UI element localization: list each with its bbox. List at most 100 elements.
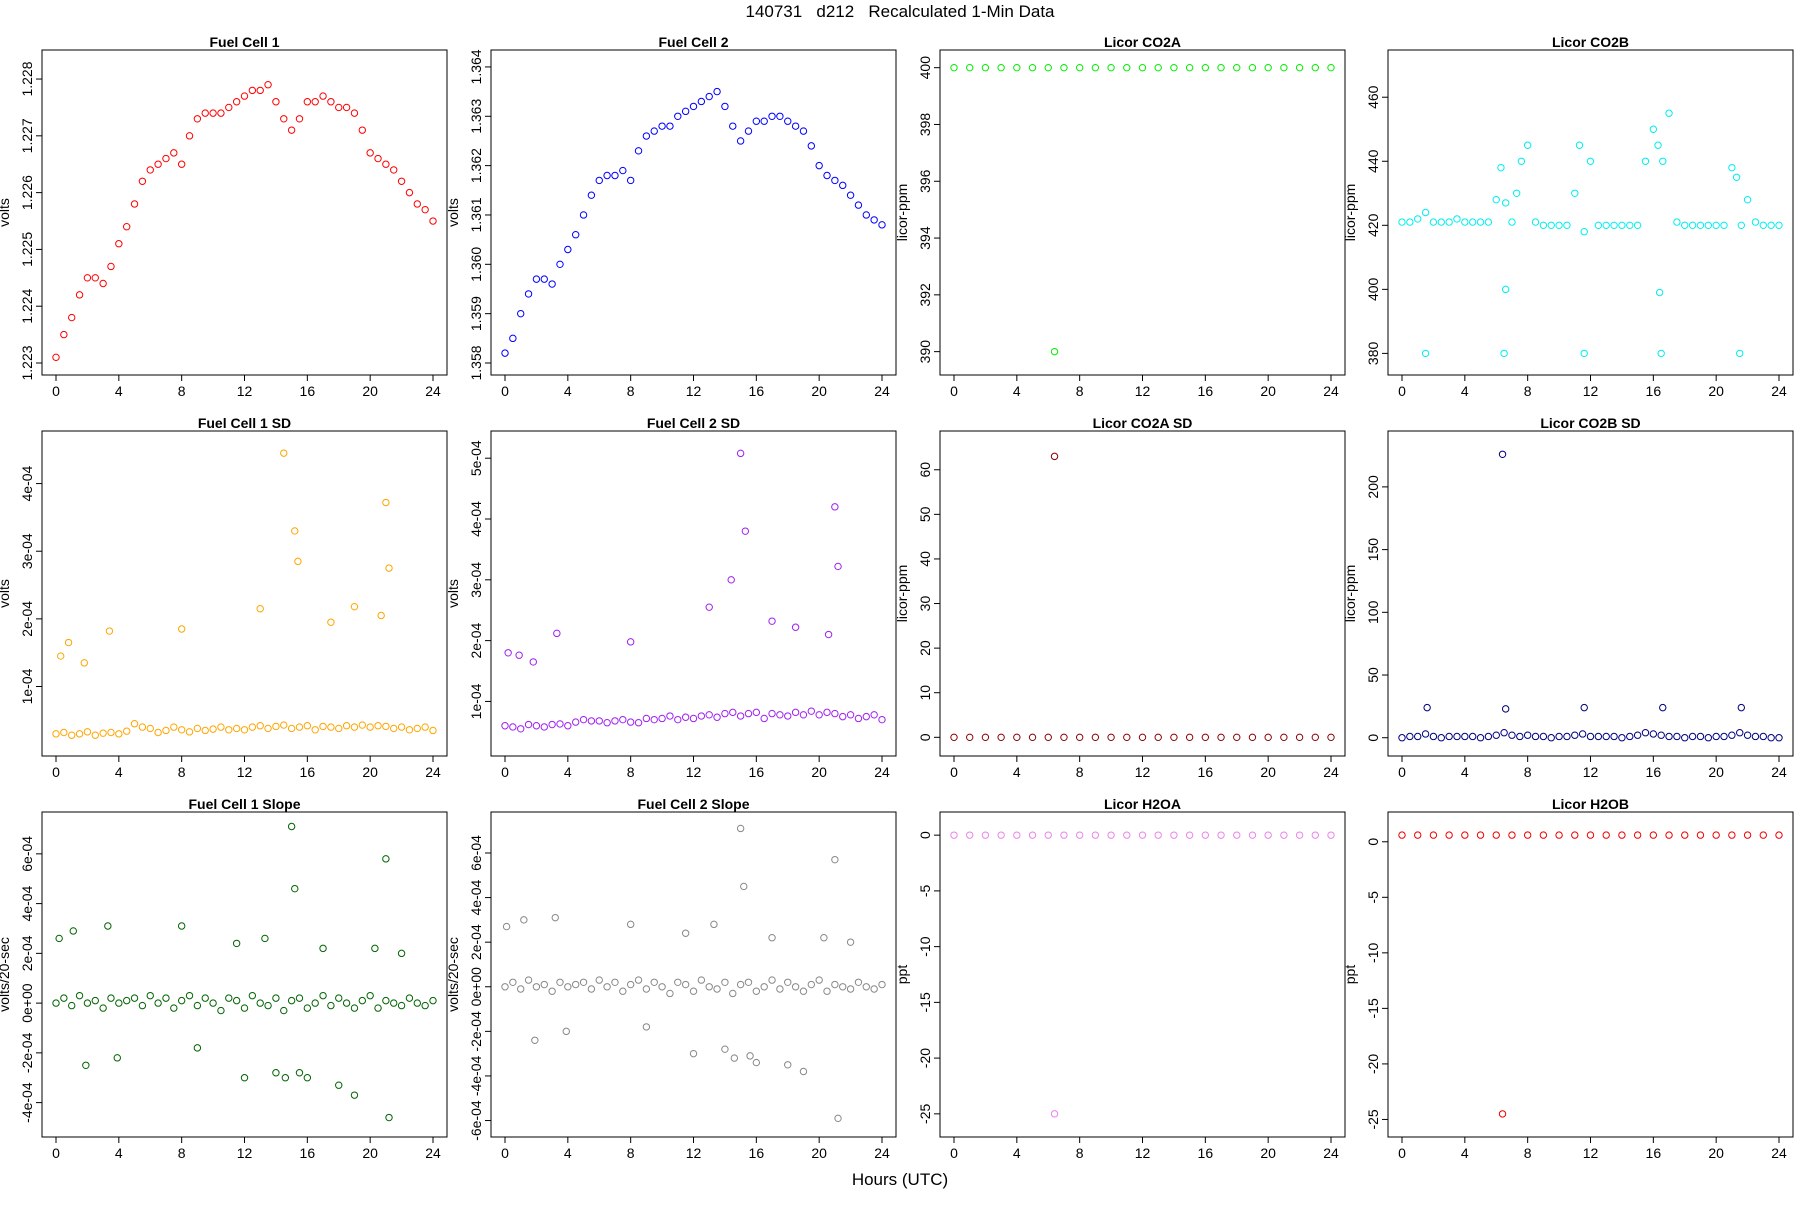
data-point <box>1075 733 1084 742</box>
y-tick-label: -4e-04 <box>468 1055 484 1096</box>
data-point <box>579 715 588 724</box>
panel-title: Licor CO2B <box>1552 34 1629 50</box>
data-point <box>177 160 186 168</box>
x-tick-label: 4 <box>1461 764 1469 780</box>
data-point <box>177 996 186 1005</box>
data-point <box>524 290 533 298</box>
data-point <box>225 726 233 734</box>
data-point <box>1107 63 1115 72</box>
data-point <box>335 724 343 733</box>
data-point <box>1555 221 1563 230</box>
data-point <box>280 721 288 729</box>
data-point <box>1696 732 1705 741</box>
x-tick-label: 24 <box>1771 764 1787 780</box>
data-point <box>1547 221 1555 230</box>
data-point <box>1602 221 1610 230</box>
x-tick-label: 24 <box>425 383 441 399</box>
data-point <box>1429 732 1438 741</box>
x-tick-label: 16 <box>1198 383 1214 399</box>
y-tick-label: 1.363 <box>468 99 484 134</box>
data-point <box>1563 221 1571 230</box>
data-point <box>1280 733 1288 742</box>
data-point <box>60 728 68 737</box>
panel-1: Fuel Cell 1 volts 0 4 8 12 16 20 24 1.223 1.224 1.2… <box>0 34 448 399</box>
data-point <box>981 733 990 742</box>
data-point <box>75 730 84 738</box>
data-point <box>603 719 611 727</box>
y-tick-label: 0e+00 <box>468 967 484 1007</box>
data-point <box>1508 831 1516 839</box>
data-point <box>752 987 761 995</box>
data-point <box>327 98 335 106</box>
data-point <box>272 98 280 106</box>
data-point <box>520 916 528 924</box>
data-point <box>272 994 280 1002</box>
x-tick-label: 8 <box>627 1145 635 1161</box>
y-tick-label: 0 <box>1365 838 1381 846</box>
data-point <box>587 191 596 199</box>
data-point <box>799 127 808 135</box>
data-point <box>752 708 761 717</box>
data-point <box>429 726 437 735</box>
x-tick-label: 24 <box>1323 1145 1339 1161</box>
data-point <box>658 983 666 991</box>
data-point <box>1248 733 1257 742</box>
data-point <box>1429 831 1438 839</box>
x-tick-label: 12 <box>1583 383 1599 399</box>
data-point <box>1044 831 1052 839</box>
data-point <box>1501 285 1510 294</box>
data-point <box>1013 733 1021 742</box>
data-point <box>374 722 382 730</box>
y-tick-label: 1.226 <box>19 175 35 210</box>
x-tick-label: 20 <box>1708 383 1724 399</box>
plot-frame <box>939 49 1346 376</box>
data-point <box>551 913 559 922</box>
data-point <box>634 976 643 984</box>
data-point <box>390 999 398 1007</box>
data-point <box>619 715 627 724</box>
data-point <box>807 707 816 715</box>
data-point <box>55 934 63 943</box>
data-point <box>1233 831 1241 839</box>
x-tick-label: 0 <box>950 764 958 780</box>
y-axis-label: volts <box>0 579 12 608</box>
data-point <box>997 63 1005 72</box>
plot-frame <box>939 430 1346 757</box>
data-point <box>1688 732 1697 741</box>
data-point <box>99 1004 107 1012</box>
data-point <box>1201 733 1210 742</box>
data-point <box>950 63 958 72</box>
data-point <box>130 720 139 728</box>
data-point <box>1498 1110 1507 1118</box>
panel-4: Licor CO2B licor-ppm 0 4 8 12 16 20 24 380 400 420 4… <box>1342 34 1794 399</box>
x-tick-label: 16 <box>300 383 316 399</box>
data-point <box>1649 730 1658 738</box>
data-point <box>248 723 257 731</box>
data-point <box>1406 732 1414 741</box>
data-point <box>681 107 690 116</box>
data-point <box>1050 452 1059 461</box>
data-point <box>839 983 847 991</box>
data-point <box>548 280 556 288</box>
data-point <box>1759 732 1767 741</box>
data-point <box>1280 63 1288 72</box>
data-point <box>619 987 627 995</box>
data-point <box>350 1004 359 1012</box>
data-point <box>791 708 800 717</box>
data-point <box>1050 347 1059 356</box>
data-point <box>634 719 643 727</box>
data-point <box>1728 731 1736 739</box>
panel-title: Licor CO2A SD <box>1093 415 1193 431</box>
data-point <box>626 980 635 989</box>
data-point <box>303 722 312 730</box>
data-point <box>556 720 564 728</box>
data-point <box>1775 221 1783 230</box>
data-point <box>1398 218 1406 226</box>
data-point <box>1737 703 1746 712</box>
data-point <box>1512 189 1521 197</box>
data-point <box>1751 732 1760 741</box>
data-point <box>75 991 84 1000</box>
data-point <box>1580 349 1588 358</box>
y-tick-label: 2e-04 <box>468 924 484 960</box>
